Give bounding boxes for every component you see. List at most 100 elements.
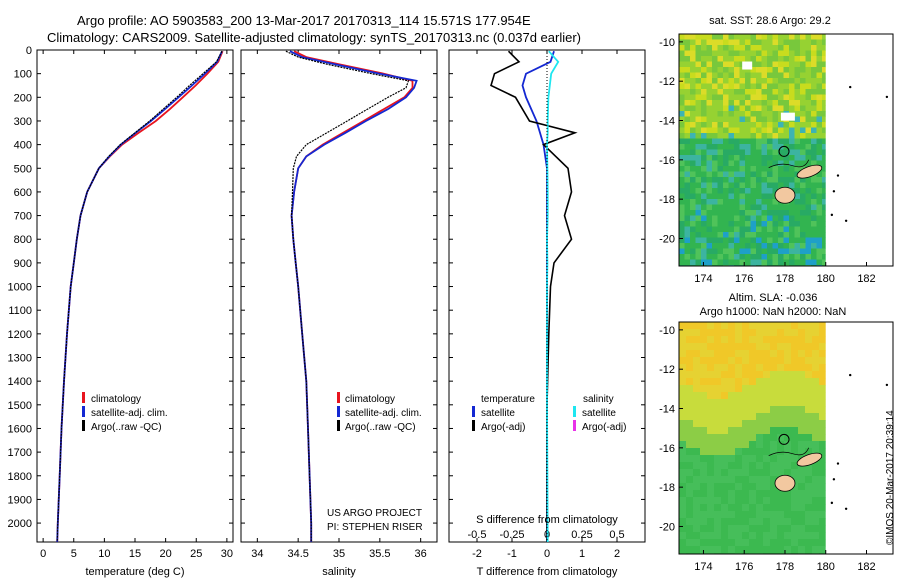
field-cell — [712, 133, 718, 139]
field-cell — [778, 116, 784, 123]
field-cell — [745, 94, 751, 101]
field-cell — [742, 490, 750, 498]
field-cell — [728, 215, 735, 222]
field-cell — [735, 504, 743, 512]
difference-panel: -2 -1 0 1 2-0.5 -0.25 0 0.25 0.5 temperature sal… — [448, 49, 646, 578]
field-cell — [811, 199, 817, 205]
field-cell — [816, 127, 823, 134]
field-cell — [693, 343, 701, 351]
field-cell — [812, 448, 820, 456]
field-cell — [686, 490, 694, 498]
field-cell — [778, 210, 784, 216]
field-cell — [714, 322, 722, 330]
field-cell — [679, 182, 685, 189]
field-cell — [756, 116, 762, 123]
field-cell — [734, 89, 740, 95]
field-cell — [734, 160, 740, 167]
field-cell — [794, 166, 801, 172]
island-viti-levu — [774, 474, 796, 492]
field-cell — [728, 511, 736, 519]
field-cell — [679, 133, 685, 139]
field-cell — [811, 67, 817, 73]
field-cell — [816, 61, 823, 68]
field-cell — [706, 166, 713, 172]
field-cell — [679, 385, 687, 393]
field-cell — [794, 226, 801, 233]
field-cell — [684, 254, 691, 260]
field-cell — [789, 221, 795, 227]
field-cell — [770, 413, 778, 421]
field-cell — [816, 215, 823, 222]
field-cell — [756, 61, 762, 68]
field-cell — [784, 434, 792, 442]
field-cell — [712, 182, 718, 189]
field-cell — [706, 144, 713, 150]
field-cell — [679, 399, 687, 407]
field-cell — [695, 61, 702, 68]
map-frame — [678, 33, 894, 267]
y-tick-label: 2000 — [8, 518, 32, 530]
field-cell — [712, 72, 718, 79]
field-cell — [728, 441, 736, 449]
field-cell — [778, 166, 784, 172]
field-cell — [763, 399, 771, 407]
field-cell — [756, 122, 762, 128]
field-cell — [745, 243, 751, 249]
field-cell — [742, 525, 750, 533]
field-cell — [684, 182, 691, 189]
field-cell — [816, 94, 823, 101]
field-cell — [707, 455, 715, 463]
field-cell — [734, 226, 740, 233]
field-cell — [686, 371, 694, 379]
field-cell — [772, 243, 779, 249]
field-cell — [739, 232, 746, 238]
field-cell — [791, 462, 799, 470]
field-cell — [819, 413, 826, 421]
temperature-legend: climatology satellite-adj. clim. Argo(..… — [82, 392, 168, 433]
field-cell — [800, 105, 806, 112]
field-cell — [791, 448, 799, 456]
field-cell — [789, 61, 795, 68]
field-cell — [706, 155, 713, 161]
field-cell — [679, 221, 685, 227]
field-cell — [750, 199, 757, 205]
field-cell — [822, 100, 826, 106]
field-cell — [811, 226, 817, 233]
field-cell — [812, 350, 820, 358]
field-cell — [772, 171, 779, 178]
field-cell — [798, 448, 806, 456]
field-cell — [822, 188, 826, 194]
field-cell — [728, 221, 735, 227]
field-cell — [812, 364, 820, 372]
field-cell — [728, 67, 735, 73]
field-cell — [770, 357, 778, 365]
field-cell — [770, 392, 778, 400]
field-cell — [770, 525, 778, 533]
field-cell — [700, 469, 708, 477]
field-cell — [739, 221, 746, 227]
field-cell — [706, 127, 713, 134]
field-cell — [734, 122, 740, 128]
field-cell — [679, 149, 685, 156]
field-cell — [721, 476, 729, 484]
field-cell — [750, 221, 757, 227]
field-cell — [717, 182, 724, 189]
field-cell — [767, 243, 773, 249]
field-cell — [690, 111, 696, 117]
field-cell — [734, 254, 740, 260]
field-cell — [739, 45, 746, 51]
small-island — [849, 373, 852, 377]
field-cell — [756, 371, 764, 379]
field-cell — [756, 105, 762, 112]
field-cell — [750, 188, 757, 194]
field-cell — [686, 441, 694, 449]
field-cell — [706, 149, 713, 156]
x-tick-label: 25 — [190, 548, 202, 560]
field-cell — [723, 116, 729, 123]
field-cell — [739, 237, 746, 244]
field-cell — [794, 127, 801, 134]
field-cell — [701, 116, 707, 123]
field-cell — [690, 171, 696, 178]
field-cell — [800, 122, 806, 128]
field-cell — [728, 116, 735, 123]
